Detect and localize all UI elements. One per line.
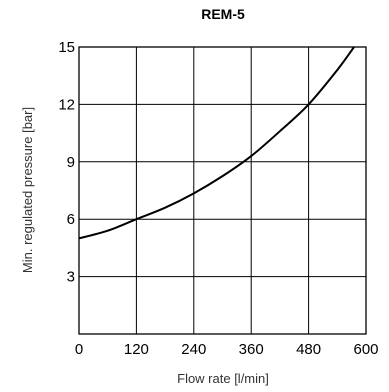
tick-labels: 0 120 240 360 480 600 3 6 9 12 15 <box>58 39 378 358</box>
x-tick-label: 240 <box>181 341 206 358</box>
x-tick-label: 0 <box>75 341 83 358</box>
chart-title: REM-5 <box>201 6 245 22</box>
y-tick-label: 12 <box>58 96 75 113</box>
x-tick-label: 360 <box>239 341 264 358</box>
x-axis-label: Flow rate [l/min] <box>177 371 269 386</box>
y-tick-label: 15 <box>58 39 75 56</box>
x-tick-label: 480 <box>296 341 321 358</box>
plot-frame <box>78 46 367 335</box>
x-tick-label: 600 <box>353 341 378 358</box>
y-tick-label: 6 <box>67 211 75 228</box>
y-axis-label: Min. regulated pressure [bar] <box>20 107 35 273</box>
x-tick-label: 120 <box>124 341 149 358</box>
y-tick-label: 3 <box>67 269 75 286</box>
data-series <box>78 46 355 240</box>
y-tick-label: 9 <box>67 154 75 171</box>
pressure-curve <box>78 46 355 240</box>
grid-lines <box>79 47 366 334</box>
